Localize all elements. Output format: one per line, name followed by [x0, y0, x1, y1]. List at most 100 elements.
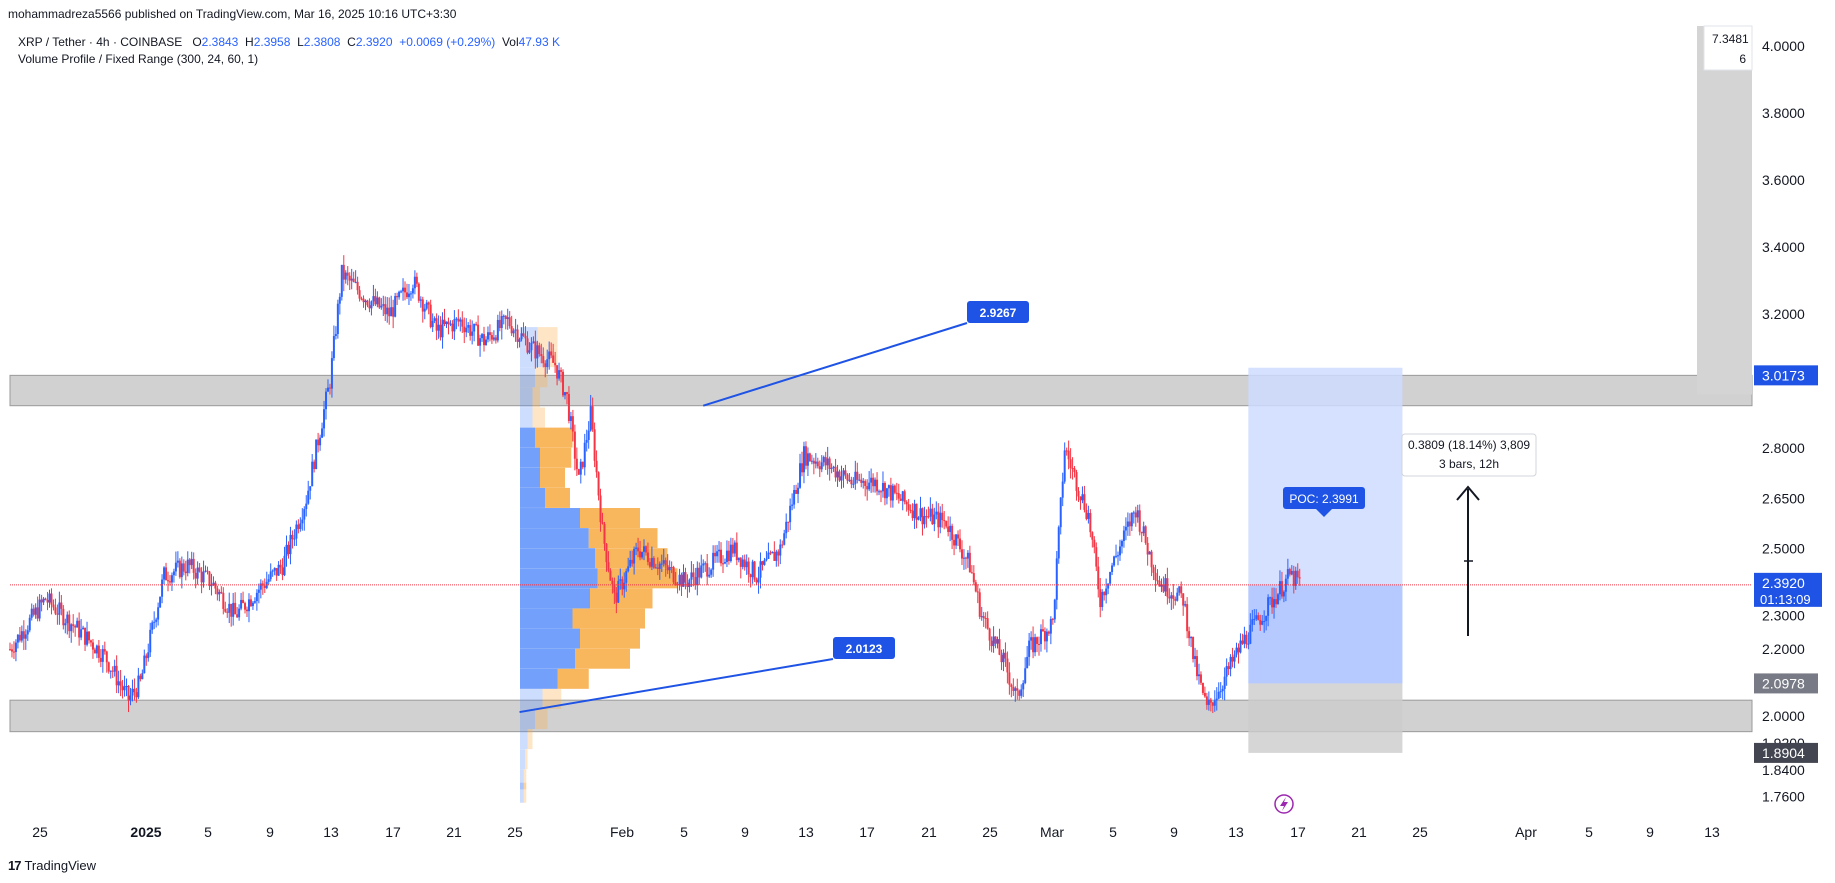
- axis-marker-box: [1754, 742, 1818, 763]
- candle-body: [700, 565, 703, 578]
- candle-body: [380, 305, 383, 308]
- candle-body: [502, 315, 505, 317]
- vp-bar-up: [520, 688, 543, 709]
- candle-body: [1231, 656, 1234, 662]
- candle-body: [170, 575, 173, 583]
- indicator-label[interactable]: Volume Profile / Fixed Range (300, 24, 6…: [18, 52, 259, 66]
- high-value: 2.3958: [253, 35, 291, 49]
- candle-body: [532, 341, 535, 343]
- candle-body: [1217, 691, 1220, 699]
- candle-body: [558, 370, 561, 379]
- candle-body: [402, 287, 405, 292]
- candle-body: [198, 567, 201, 572]
- volume-profile: [520, 327, 678, 803]
- candle-body: [1081, 494, 1084, 501]
- candle-body: [631, 559, 634, 564]
- vp-bar-down: [542, 688, 562, 709]
- candle-body: [998, 639, 1001, 655]
- low-label: L: [297, 35, 304, 49]
- candle-body: [157, 607, 160, 620]
- vp-bar-up: [520, 709, 535, 730]
- candle-body: [1043, 631, 1046, 642]
- candle-body: [1047, 631, 1050, 634]
- close-value: 2.3920: [355, 35, 393, 49]
- publish-header: mohammadreza5566 published on TradingVie…: [0, 0, 1835, 26]
- candle-body: [832, 466, 835, 468]
- candle-body: [247, 599, 250, 612]
- candle-body: [522, 333, 525, 336]
- candle-body: [222, 592, 225, 609]
- candle-body: [1134, 512, 1137, 518]
- candle-body: [901, 491, 904, 501]
- candle-body: [800, 463, 803, 473]
- candle-body: [411, 288, 414, 294]
- candle-body: [692, 572, 695, 577]
- candle-body: [1020, 689, 1023, 696]
- y-tick-label: 2.0000: [1762, 708, 1805, 724]
- candle-body: [1207, 699, 1210, 705]
- candle-body: [793, 489, 796, 505]
- candle-body: [127, 685, 130, 701]
- candle-body: [174, 562, 177, 572]
- candle-body: [1036, 637, 1039, 644]
- candle-body: [842, 470, 845, 477]
- vp-bar-down: [525, 749, 528, 770]
- candle-body: [362, 298, 365, 303]
- candle-body: [872, 477, 875, 487]
- candle-body: [542, 356, 545, 364]
- candle-body: [650, 557, 653, 567]
- candle-body: [1142, 526, 1145, 534]
- candle-body: [656, 567, 659, 569]
- candle-body: [471, 331, 474, 336]
- candle-body: [20, 631, 23, 641]
- candle-body: [785, 521, 788, 534]
- candle-body: [492, 337, 495, 340]
- candle-body: [220, 591, 223, 593]
- candle-body: [496, 319, 499, 341]
- candle-body: [978, 592, 981, 617]
- candle-body: [1209, 699, 1212, 703]
- candle-body: [317, 439, 320, 446]
- candle-body: [605, 543, 608, 563]
- candle-body: [313, 461, 316, 470]
- candle-body: [826, 458, 829, 466]
- candle-body: [323, 409, 326, 429]
- x-tick-label: 9: [1170, 824, 1178, 840]
- candle-body: [935, 511, 938, 515]
- published-text: mohammadreza5566 published on TradingVie…: [8, 7, 457, 21]
- candle-body: [273, 568, 276, 571]
- candle-body: [577, 469, 580, 475]
- candle-body: [234, 602, 237, 615]
- tradingview-logo-icon: 17: [8, 858, 22, 873]
- candle-body: [822, 457, 825, 463]
- candle-body: [783, 533, 786, 545]
- candle-body: [38, 599, 41, 619]
- candle-body: [398, 291, 401, 298]
- volume-label: Vol: [501, 35, 519, 49]
- candle-body: [812, 460, 815, 464]
- y-tick-label: 4.0000: [1762, 38, 1805, 54]
- x-tick-label: 25: [982, 824, 998, 840]
- candle-body: [352, 278, 355, 282]
- candle-body: [358, 290, 361, 299]
- open-label: O: [192, 35, 202, 49]
- candle-body: [194, 572, 197, 579]
- candle-body: [1245, 634, 1248, 645]
- candle-body: [676, 584, 679, 586]
- candle-body: [263, 585, 266, 588]
- vp-bar-down: [532, 407, 545, 428]
- candle-body: [311, 461, 314, 487]
- candle-body: [565, 392, 568, 394]
- candle-body: [1194, 656, 1197, 660]
- candle-body: [346, 272, 349, 276]
- candle-body: [635, 547, 638, 549]
- candle-body: [372, 296, 375, 302]
- low-value: 2.3808: [303, 35, 341, 49]
- vp-bar-up: [520, 387, 533, 408]
- tradingview-footer[interactable]: 17 TradingView: [8, 858, 96, 873]
- candle-body: [48, 593, 51, 603]
- candle-body: [927, 516, 930, 518]
- candle-body: [279, 564, 282, 568]
- candle-body: [1077, 490, 1080, 497]
